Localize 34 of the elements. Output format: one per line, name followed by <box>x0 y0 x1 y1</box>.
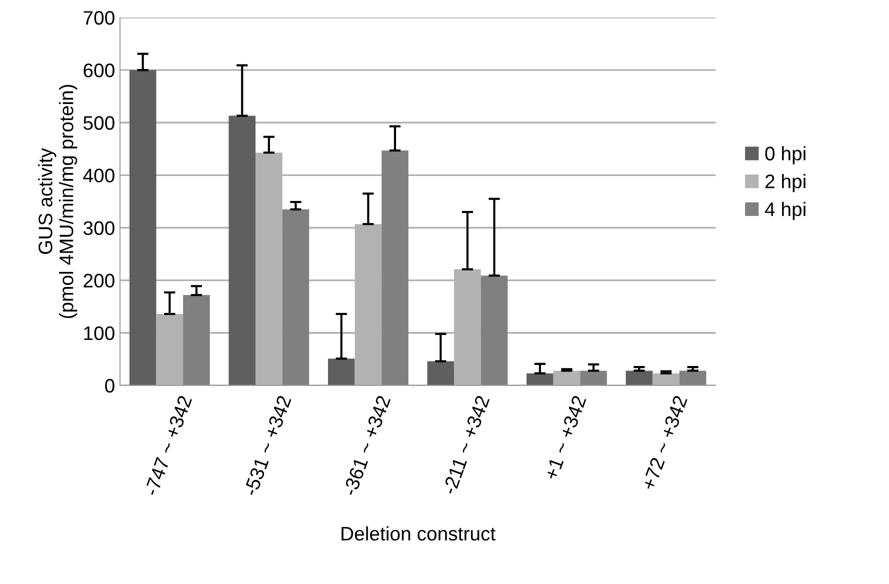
legend-label: 0 hpi <box>765 146 806 164</box>
bar <box>652 373 680 386</box>
y-axis-title: GUS activity (pmol 4MU/min/mg protein) <box>38 84 78 318</box>
bar <box>427 361 454 386</box>
bar <box>382 150 408 386</box>
y-tick-label: 700 <box>84 10 114 25</box>
bar <box>526 373 554 386</box>
bar <box>328 358 355 386</box>
y-tick-label: 200 <box>84 274 114 288</box>
bar <box>282 209 310 386</box>
y-tick-label: 400 <box>83 168 114 182</box>
bar <box>580 370 607 386</box>
legend-label: 4 hpi <box>764 202 806 220</box>
bar <box>679 370 706 386</box>
x-tick-label: -531 ~ +342 <box>243 394 292 496</box>
bar <box>183 295 210 386</box>
y-tick-label: 0 <box>105 378 114 393</box>
y-tick-label: 300 <box>83 221 114 235</box>
legend-label: 2 hpi <box>765 174 806 192</box>
x-tick-label: -361 ~ +342 <box>342 394 391 496</box>
x-tick-label: +1 ~ +342 <box>544 394 586 481</box>
x-tick-label: -747 ~ +342 <box>144 394 192 496</box>
x-tick-label: +72 ~ +342 <box>641 394 688 491</box>
x-tick-label: -211 ~ +342 <box>442 394 490 496</box>
bar <box>553 370 580 386</box>
y-tick-label: 600 <box>84 64 114 78</box>
bar <box>626 370 653 386</box>
y-tick-label: 500 <box>83 116 114 130</box>
x-axis-title: Deletion construct <box>342 526 496 541</box>
bar <box>156 314 184 386</box>
bar <box>129 70 156 386</box>
y-tick-label: 100 <box>84 326 114 340</box>
bar <box>480 276 508 386</box>
bar <box>228 116 256 386</box>
